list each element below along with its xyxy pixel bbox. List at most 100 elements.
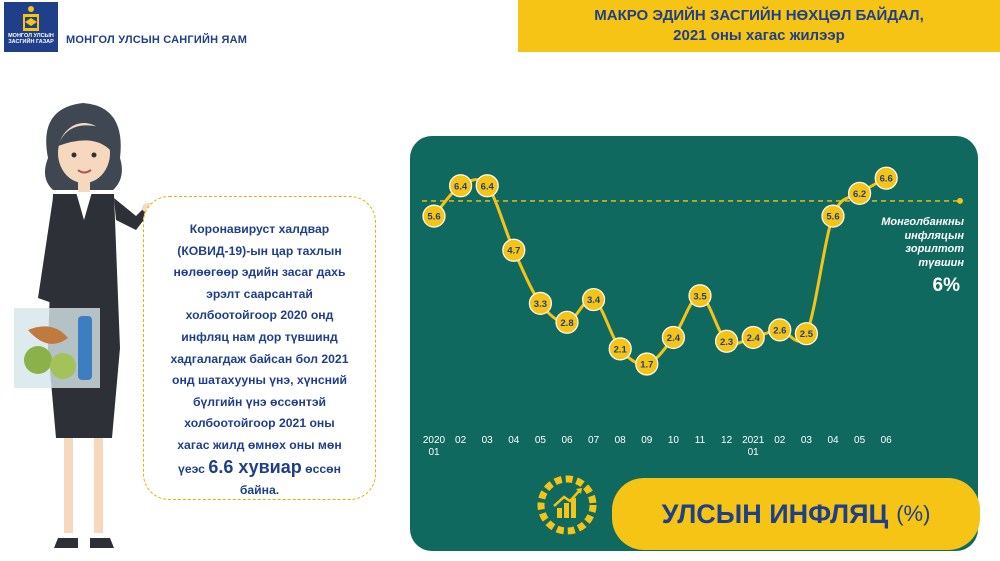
title-line2: 2021 оны хагас жилээр [673, 27, 845, 44]
bubble-highlight: 6.6 хувиар [208, 456, 302, 477]
bubble-line: онд шатахууны үнэ, хүнсний [172, 373, 347, 388]
data-point [635, 352, 659, 376]
data-label: 2.4 [667, 333, 681, 344]
data-point [688, 284, 712, 308]
data-label: 2.6 [773, 325, 786, 336]
data-label: 6.2 [853, 189, 866, 200]
data-point [475, 174, 499, 198]
government-logo: МОНГОЛ УЛСЫН ЗАСГИЙН ГАЗАР [4, 2, 58, 52]
x-tick-label: 2021 [742, 435, 765, 446]
x-tick-label: 02 [455, 435, 467, 446]
x-tick-label: 04 [827, 435, 839, 446]
bubble-highlight-line: үеэс 6.6 хувиар өссөн [154, 457, 365, 481]
title-line1: МАКРО ЭДИЙН ЗАСГИЙН НӨХЦӨЛ БАЙДАЛ, [594, 7, 924, 24]
data-point [768, 318, 792, 342]
data-label: 5.6 [826, 212, 839, 223]
data-label: 2.3 [720, 337, 733, 348]
bubble-text: үеэс [178, 461, 209, 476]
x-tick-label: 11 [695, 435, 706, 446]
data-label: 2.1 [614, 344, 628, 355]
header-left: МОНГОЛ УЛСЫН ЗАСГИЙН ГАЗАР МОНГОЛ УЛСЫН … [4, 2, 247, 52]
bubble-line: байна. [239, 483, 280, 498]
target-value: 6% [932, 275, 960, 296]
series-line [432, 176, 887, 366]
data-point [794, 322, 819, 346]
data-point [847, 181, 872, 205]
target-line-end-dot [957, 197, 963, 204]
x-tick-label: 08 [615, 435, 627, 446]
page-title: МАКРО ЭДИЙН ЗАСГИЙН НӨХЦӨЛ БАЙДАЛ, 2021 … [518, 0, 1000, 52]
gear-chart-icon [537, 475, 597, 535]
marker-layer: 5.6 6.4 6.4 4.7 3.3 2.8 3.4 2.1 1.7 2.4 3.5 2.3 2.4 2… [422, 166, 898, 376]
data-point [528, 291, 553, 315]
x-tick-label: 06 [881, 435, 893, 446]
x-tick-label: 09 [641, 435, 653, 446]
data-point [821, 204, 845, 228]
logo-text-line2: ЗАСГИЙН ГАЗАР [8, 39, 54, 45]
data-point [502, 238, 526, 262]
description-bubble: Коронавируст халдвар (КОВИД-19)-ын цар т… [143, 196, 376, 500]
bubble-text: өссөн [301, 461, 341, 476]
data-label: 3.4 [587, 295, 601, 306]
x-tick-label: 10 [668, 435, 680, 446]
data-point [422, 204, 446, 228]
data-label: 3.3 [534, 299, 547, 310]
data-label: 2.5 [800, 329, 814, 340]
data-label: 2.4 [747, 333, 761, 344]
bubble-line: нөлөөгөөр эдийн засаг дахь [173, 265, 346, 280]
bubble-line: эрэлт саарсантай [206, 286, 313, 301]
data-label: 5.6 [427, 212, 440, 223]
x-tick-label: 04 [508, 435, 520, 446]
data-label: 3.5 [693, 291, 707, 302]
x-tick-label: 03 [801, 435, 813, 446]
logo-text-line1: МОНГОЛ УЛСЫН [8, 33, 54, 39]
bubble-line: холбоотойгоор 2020 онд [185, 308, 334, 323]
bubble-line: Коронавируст халдвар [189, 222, 330, 236]
data-label: 6.4 [481, 181, 495, 192]
soyombo-icon [23, 6, 39, 31]
x-tick-label: 03 [482, 435, 494, 446]
x-tick-label: 01 [748, 447, 760, 458]
data-point [661, 325, 686, 350]
x-tick-label: 06 [561, 435, 573, 446]
x-tick-label: 12 [721, 435, 733, 446]
data-point [581, 287, 606, 312]
chart-title: УЛСЫН ИНФЛЯЦ [661, 498, 889, 529]
x-tick-label: 01 [428, 447, 440, 458]
data-point [741, 325, 765, 350]
bubble-line: хадгалагдаж байсан бол 2021 [170, 351, 349, 366]
x-tick-label: 05 [854, 435, 866, 446]
data-label: 6.6 [880, 174, 893, 185]
bubble-line: инфляц нам дор түвшинд [181, 329, 338, 344]
data-point [555, 310, 579, 334]
target-label: Монголбанкны инфляцын зорилтот түвшин [860, 216, 964, 270]
woman-illustration [14, 103, 156, 548]
x-tick-label: 2020 [423, 435, 446, 446]
target-line-layer [422, 197, 963, 204]
data-point [608, 337, 632, 361]
x-tick-label: 02 [774, 435, 786, 446]
bubble-line: (КОВИД-19)-ын цар тахлын [177, 243, 342, 258]
data-label: 2.8 [560, 318, 573, 329]
chart-unit: (%) [896, 501, 931, 526]
data-point [874, 166, 898, 190]
target-label-line: инфляцын [904, 229, 964, 242]
data-point [449, 174, 473, 198]
data-point [714, 329, 739, 353]
data-label: 4.7 [507, 246, 520, 257]
series-layer [432, 176, 887, 366]
x-tick-label: 05 [535, 435, 547, 446]
data-label: 1.7 [640, 360, 653, 371]
chart-title-box: УЛСЫН ИНФЛЯЦ (%) [612, 478, 980, 550]
target-label-line: зорилтот [905, 243, 964, 255]
target-label-line: түвшин [918, 256, 964, 269]
bubble-line: хагас жилд өмнөх оны мөн [177, 437, 342, 452]
ministry-name: МОНГОЛ УЛСЫН САНГИЙН ЯАМ [66, 34, 248, 46]
data-label: 6.4 [454, 181, 468, 192]
x-tick-label: 07 [588, 435, 600, 446]
bubble-line: бүлгийн үнэ өссөнтэй [192, 394, 327, 409]
target-label-line: Монголбанкны [881, 216, 964, 228]
bubble-line: холбоотойгоор 2021 оны [184, 416, 335, 431]
